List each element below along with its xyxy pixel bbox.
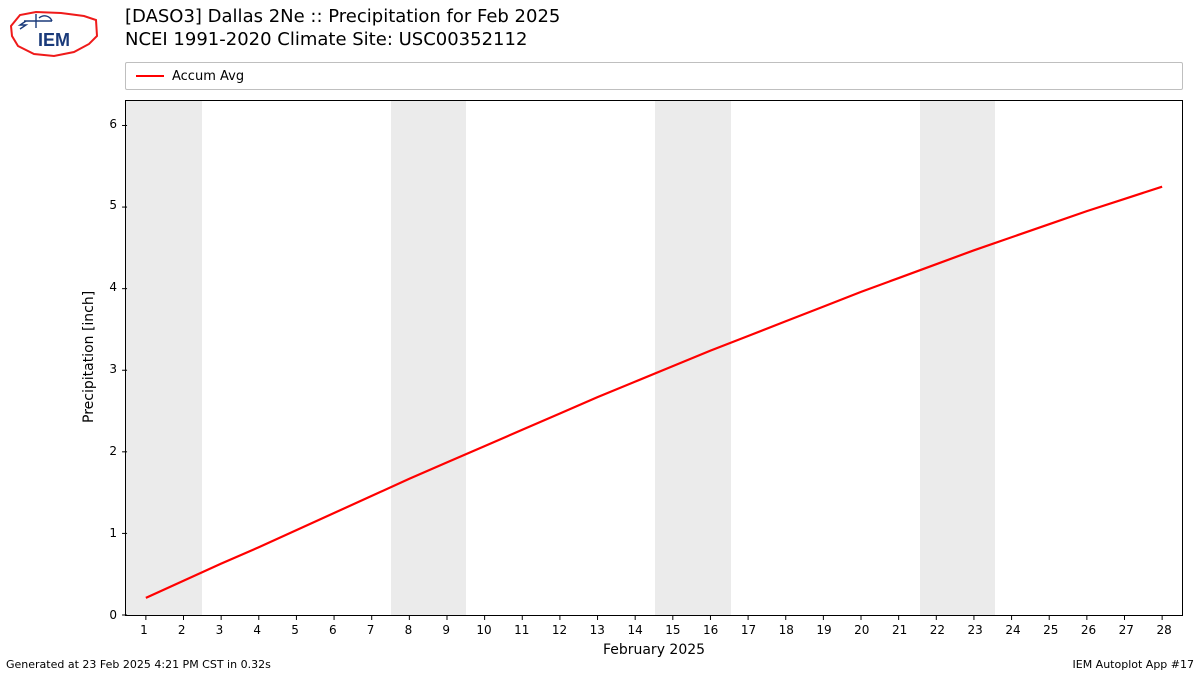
x-tick-label: 18 [776, 623, 796, 637]
legend-label: Accum Avg [172, 69, 244, 84]
chart-root: IEM [DASO3] Dallas 2Ne :: Precipitation … [0, 0, 1200, 675]
x-tick-label: 9 [436, 623, 456, 637]
x-axis-label: February 2025 [125, 642, 1183, 658]
series-line [146, 187, 1162, 598]
x-tick-label: 8 [398, 623, 418, 637]
x-tick-label: 22 [927, 623, 947, 637]
y-tick-label: 4 [97, 280, 117, 294]
x-tick-label: 7 [361, 623, 381, 637]
svg-text:IEM: IEM [38, 30, 70, 50]
y-tick-label: 6 [97, 117, 117, 131]
y-tick-label: 2 [97, 444, 117, 458]
x-tick-label: 21 [890, 623, 910, 637]
title-line-2: NCEI 1991-2020 Climate Site: USC00352112 [125, 29, 560, 52]
y-axis-label: Precipitation [inch] [81, 291, 97, 423]
x-tick-label: 3 [209, 623, 229, 637]
y-tick-label: 1 [97, 526, 117, 540]
x-tick-label: 19 [814, 623, 834, 637]
x-tick-label: 14 [625, 623, 645, 637]
footer-generated: Generated at 23 Feb 2025 4:21 PM CST in … [6, 658, 271, 671]
x-tick-label: 15 [663, 623, 683, 637]
x-tick-label: 28 [1154, 623, 1174, 637]
x-tick-label: 6 [323, 623, 343, 637]
x-tick-label: 20 [852, 623, 872, 637]
chart-title: [DASO3] Dallas 2Ne :: Precipitation for … [125, 6, 560, 51]
x-tick-label: 4 [247, 623, 267, 637]
y-tick-label: 3 [97, 362, 117, 376]
footer-app: IEM Autoplot App #17 [1073, 658, 1195, 671]
x-tick-label: 1 [134, 623, 154, 637]
x-tick-label: 2 [172, 623, 192, 637]
x-tick-label: 26 [1079, 623, 1099, 637]
plot-svg [126, 101, 1182, 615]
title-line-1: [DASO3] Dallas 2Ne :: Precipitation for … [125, 6, 560, 29]
x-tick-label: 27 [1116, 623, 1136, 637]
plot-area [125, 100, 1183, 616]
y-tick-label: 0 [97, 608, 117, 622]
iem-logo: IEM [6, 6, 101, 61]
x-tick-label: 25 [1041, 623, 1061, 637]
x-tick-label: 24 [1003, 623, 1023, 637]
x-tick-label: 17 [738, 623, 758, 637]
x-tick-label: 11 [512, 623, 532, 637]
x-tick-label: 13 [587, 623, 607, 637]
x-tick-label: 12 [550, 623, 570, 637]
x-tick-label: 5 [285, 623, 305, 637]
x-tick-label: 23 [965, 623, 985, 637]
x-tick-label: 16 [701, 623, 721, 637]
x-tick-label: 10 [474, 623, 494, 637]
legend-line-swatch [136, 75, 164, 77]
y-tick-label: 5 [97, 198, 117, 212]
legend: Accum Avg [125, 62, 1183, 90]
